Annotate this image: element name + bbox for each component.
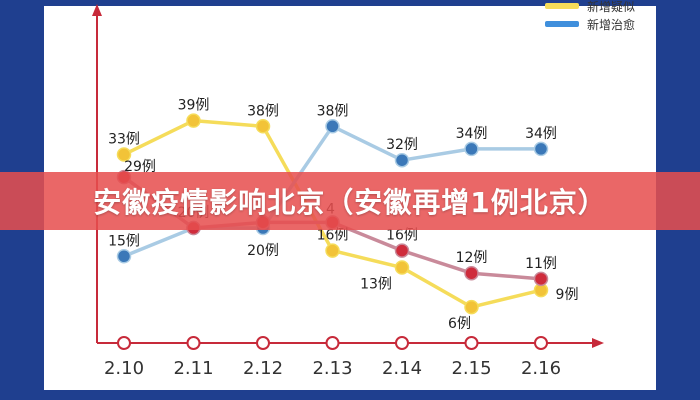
series-suspected-point — [464, 299, 479, 315]
series-cured-point — [533, 141, 549, 157]
series-suspected-point — [325, 243, 340, 258]
x-tick-label: 2.13 — [312, 358, 352, 379]
series-cured-data-label: 38例 — [317, 103, 349, 119]
series-suspected-data-label: 38例 — [247, 103, 279, 119]
x-tick-label: 2.12 — [243, 358, 283, 379]
series-suspected-point — [186, 113, 201, 128]
series-red-data-label: 11例 — [525, 256, 557, 272]
series-red-point — [464, 265, 479, 281]
series-suspected-data-label: 39例 — [178, 98, 210, 114]
series-suspected-point — [394, 260, 410, 275]
y-axis-arrow — [92, 4, 102, 16]
series-suspected-data-label: 13例 — [360, 277, 392, 293]
series-cured-point — [464, 141, 479, 157]
x-axis-arrow — [592, 338, 604, 348]
series-suspected-data-label: 16例 — [317, 228, 349, 244]
series-cured-point — [394, 152, 410, 168]
series-suspected-point — [116, 147, 132, 162]
x-axis-marker — [117, 336, 131, 350]
x-axis-marker — [256, 336, 270, 350]
legend-swatch-cured — [545, 21, 579, 27]
legend-item-suspected: 新增疑似 — [545, 0, 635, 14]
series-suspected-data-label: 33例 — [108, 132, 140, 148]
legend-item-cured: 新增治愈 — [545, 16, 635, 32]
x-tick-label: 2.16 — [521, 358, 561, 379]
series-red-data-label: 16例 — [386, 228, 418, 244]
series-cured-data-label: 20例 — [247, 243, 279, 259]
series-suspected-data-label: 6例 — [448, 316, 471, 332]
title-banner: 安徽疫情影响北京（安徽再增1例北京） — [0, 172, 700, 230]
series-cured-data-label: 34例 — [525, 126, 557, 142]
top-frame-bar — [0, 0, 700, 6]
series-red-data-label: 29例 — [124, 159, 156, 175]
series-suspected-point — [255, 119, 271, 134]
x-axis-marker — [186, 336, 201, 350]
x-axis-marker — [464, 336, 479, 350]
x-axis-marker — [325, 336, 340, 350]
chart-legend: 新增疑似 新增治愈 — [545, 0, 655, 36]
legend-label-cured: 新增治愈 — [587, 17, 636, 32]
x-tick-label: 2.10 — [104, 358, 144, 379]
series-red-point — [533, 271, 549, 287]
series-cured-point — [325, 119, 340, 134]
series-red-data-label: 12例 — [456, 250, 488, 266]
series-cured-data-label: 15例 — [108, 233, 140, 249]
legend-label-suspected: 新增疑似 — [587, 0, 636, 14]
banner-title: 安徽疫情影响北京（安徽再增1例北京） — [93, 186, 607, 219]
series-cured-data-label: 32例 — [386, 137, 418, 153]
x-axis-marker — [534, 336, 548, 350]
x-axis-marker — [395, 336, 409, 350]
series-red-point — [394, 243, 410, 258]
x-tick-label: 2.14 — [382, 358, 422, 379]
series-cured-data-label: 34例 — [456, 126, 488, 142]
series-suspected-data-label: 9例 — [556, 287, 579, 303]
series-cured-point — [116, 249, 132, 264]
x-tick-label: 2.11 — [173, 358, 213, 379]
x-tick-label: 2.15 — [451, 358, 491, 379]
legend-swatch-suspected — [545, 3, 579, 9]
